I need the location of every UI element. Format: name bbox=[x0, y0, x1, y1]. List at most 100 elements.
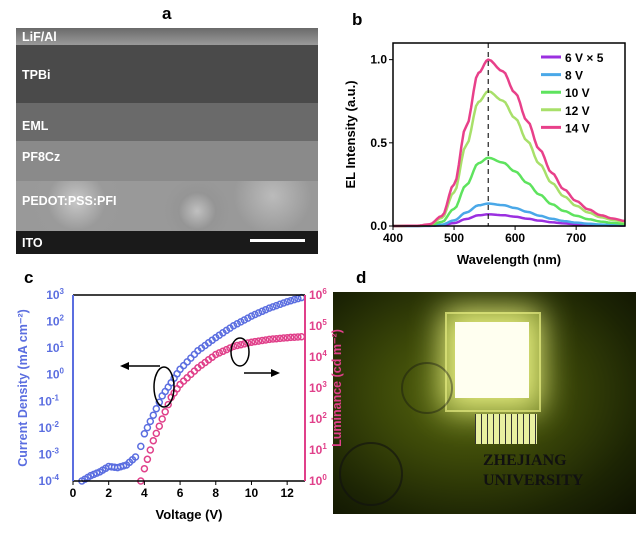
annotation-ellipse-right bbox=[230, 337, 250, 367]
data-point-luminance bbox=[149, 436, 158, 445]
data-point-luminance bbox=[286, 333, 295, 342]
left-y-tick-label-0: 10-4 bbox=[39, 473, 60, 488]
data-point-current bbox=[290, 295, 299, 304]
x-tick-label-3: 6 bbox=[177, 486, 184, 500]
x-tick-label-0: 0 bbox=[70, 486, 77, 500]
panel-label-a: a bbox=[162, 4, 172, 23]
data-point-luminance bbox=[237, 340, 245, 349]
data-point-current bbox=[265, 304, 274, 312]
layer-label-lif-al: LiF/Al bbox=[22, 30, 57, 44]
x-axis-label: Voltage (V) bbox=[156, 507, 223, 522]
x-tick-label-4: 8 bbox=[212, 486, 219, 500]
data-point-luminance bbox=[212, 350, 220, 359]
data-point-current bbox=[176, 365, 184, 374]
x-tick-label-3: 700 bbox=[566, 231, 586, 245]
legend-label-1: 8 V bbox=[565, 69, 583, 83]
layer-label-pedot: PEDOT:PSS:PFI bbox=[22, 194, 117, 208]
data-point-current bbox=[279, 299, 288, 307]
data-point-luminance bbox=[215, 349, 224, 357]
series-line-4 bbox=[393, 58, 626, 228]
data-point-luminance bbox=[283, 333, 291, 342]
data-point-luminance bbox=[279, 334, 288, 342]
data-point-current bbox=[247, 312, 256, 320]
data-point-current bbox=[258, 307, 266, 316]
layer-label-tpbi: TPBi bbox=[22, 68, 51, 82]
right-y-tick-label-6: 106 bbox=[309, 287, 327, 302]
data-point-luminance bbox=[155, 422, 164, 430]
data-point-luminance bbox=[222, 345, 231, 354]
panel-label-d: d bbox=[356, 268, 367, 287]
data-point-current bbox=[240, 316, 249, 324]
left-y-tick-label-4: 100 bbox=[46, 367, 64, 382]
data-point-luminance bbox=[161, 408, 169, 416]
right-y-axis-label: Luminance (cd m⁻²) bbox=[330, 329, 344, 447]
data-point-luminance bbox=[140, 464, 149, 473]
x-tick-label-1: 500 bbox=[444, 231, 464, 245]
data-point-current bbox=[272, 301, 281, 310]
arrow-right-head bbox=[271, 369, 280, 377]
series-line-2 bbox=[393, 156, 626, 228]
university-seal-left bbox=[339, 442, 403, 506]
data-point-current bbox=[146, 417, 155, 426]
right-y-tick-label-1: 101 bbox=[309, 442, 327, 457]
right-y-tick-label-3: 103 bbox=[309, 380, 327, 395]
data-point-luminance bbox=[261, 336, 270, 344]
left-y-tick-label-5: 101 bbox=[46, 340, 64, 355]
data-point-current bbox=[254, 309, 263, 317]
device-photo: ZHEJIANG UNIVERSITY bbox=[333, 292, 636, 514]
legend-label-0: 6 V × 5 bbox=[565, 51, 604, 65]
data-point-current bbox=[143, 423, 152, 432]
arrow-left-head bbox=[120, 362, 129, 370]
left-y-tick-label-7: 103 bbox=[46, 287, 64, 302]
data-point-luminance bbox=[146, 446, 155, 454]
left-y-axis-label: Current Density (mA cm⁻²) bbox=[16, 309, 30, 467]
university-seal-top bbox=[401, 362, 453, 414]
data-point-luminance bbox=[272, 334, 281, 343]
data-point-current bbox=[286, 296, 295, 305]
data-point-luminance bbox=[164, 400, 172, 409]
data-point-current bbox=[251, 310, 259, 319]
plot-frame bbox=[392, 42, 626, 227]
layer-tpbi bbox=[16, 45, 318, 103]
data-point-luminance bbox=[143, 455, 152, 464]
data-point-current bbox=[229, 321, 238, 330]
layer-label-pf8cz: PF8Cz bbox=[22, 150, 61, 164]
data-point-current bbox=[152, 404, 161, 413]
annotation-ellipse-left bbox=[153, 366, 175, 408]
series-line-3 bbox=[393, 89, 626, 228]
panel-label-c: c bbox=[24, 268, 34, 287]
legend-label-4: 14 V bbox=[565, 121, 590, 135]
university-name-1: ZHEJIANG bbox=[483, 452, 567, 469]
data-point-luminance bbox=[258, 336, 266, 345]
ruler bbox=[475, 414, 537, 444]
x-tick-label-1: 2 bbox=[105, 486, 112, 500]
left-y-tick-label-6: 102 bbox=[46, 314, 64, 329]
x-tick-label-0: 400 bbox=[383, 231, 403, 245]
x-axis-label: Wavelength (nm) bbox=[457, 252, 561, 267]
y-tick-label-1: 0.5 bbox=[370, 136, 387, 150]
emitting-pixel bbox=[455, 322, 529, 398]
data-point-current bbox=[283, 297, 291, 306]
x-tick-label-6: 12 bbox=[280, 486, 294, 500]
data-point-current bbox=[233, 320, 241, 328]
right-y-tick-label-5: 105 bbox=[309, 318, 327, 333]
data-point-luminance bbox=[158, 415, 166, 423]
data-point-luminance bbox=[219, 347, 227, 356]
data-point-luminance bbox=[152, 429, 161, 438]
left-y-tick-label-2: 10-2 bbox=[39, 420, 60, 435]
data-point-current bbox=[131, 453, 140, 461]
scale-bar bbox=[250, 239, 305, 242]
right-y-tick-label-2: 102 bbox=[309, 411, 327, 426]
left-y-tick-label-1: 10-3 bbox=[39, 446, 60, 461]
tem-cross-section-image: LiF/Al TPBi EML PF8Cz PEDOT:PSS:PFI ITO bbox=[16, 28, 318, 254]
data-point-current bbox=[137, 442, 145, 451]
data-point-luminance bbox=[247, 338, 256, 346]
data-point-luminance bbox=[265, 335, 274, 344]
data-point-current bbox=[149, 411, 158, 419]
data-point-current bbox=[261, 305, 270, 314]
legend-label-2: 10 V bbox=[565, 86, 590, 100]
data-point-luminance bbox=[290, 333, 299, 341]
data-point-luminance bbox=[254, 337, 263, 345]
